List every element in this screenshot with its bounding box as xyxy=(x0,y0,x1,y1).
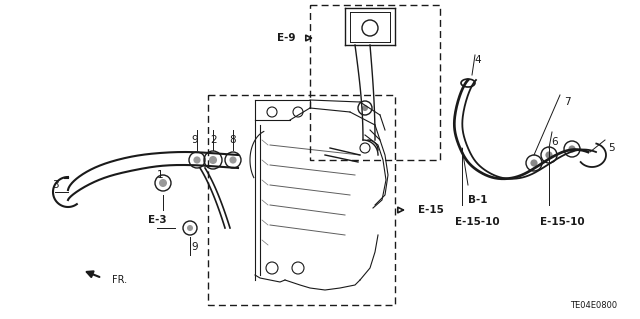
Circle shape xyxy=(545,152,552,159)
Text: 4: 4 xyxy=(475,55,481,65)
Circle shape xyxy=(193,156,200,164)
Circle shape xyxy=(362,105,368,111)
Text: 9: 9 xyxy=(192,135,198,145)
Text: E-15-10: E-15-10 xyxy=(540,217,584,227)
Text: 1: 1 xyxy=(157,170,163,180)
Text: TE04E0800: TE04E0800 xyxy=(570,300,617,309)
Text: E-15-10: E-15-10 xyxy=(455,217,500,227)
Circle shape xyxy=(187,225,193,231)
Circle shape xyxy=(159,179,167,187)
Text: 6: 6 xyxy=(552,137,558,147)
Circle shape xyxy=(229,156,237,164)
Text: B-1: B-1 xyxy=(468,195,488,205)
Bar xyxy=(208,95,395,305)
Circle shape xyxy=(568,145,575,152)
Text: 5: 5 xyxy=(608,143,614,153)
Circle shape xyxy=(209,156,217,164)
Bar xyxy=(310,5,440,160)
Circle shape xyxy=(531,160,538,167)
Text: 9: 9 xyxy=(192,242,198,252)
Text: E-15: E-15 xyxy=(418,205,444,215)
Text: E-9: E-9 xyxy=(276,33,295,43)
Text: FR.: FR. xyxy=(112,275,127,285)
Text: 3: 3 xyxy=(52,180,58,190)
Text: 2: 2 xyxy=(211,135,218,145)
Text: E-3: E-3 xyxy=(148,215,166,225)
Text: 7: 7 xyxy=(564,97,570,107)
Text: 8: 8 xyxy=(230,135,236,145)
